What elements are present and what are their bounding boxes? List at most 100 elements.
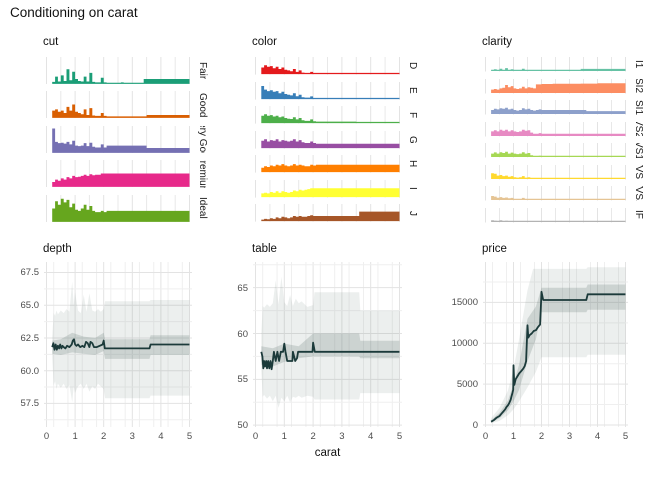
y-tick-label: 60 bbox=[237, 328, 248, 340]
x-tick-label: 0 bbox=[252, 431, 259, 442]
facet-strip-text: Good bbox=[197, 92, 208, 118]
facet-strip-label: Ideal bbox=[195, 195, 210, 222]
histogram-shape bbox=[491, 172, 626, 179]
x-tick-label: 2 bbox=[101, 431, 107, 442]
facet-strip-label: Premium bbox=[195, 160, 210, 187]
histogram-shape bbox=[52, 198, 190, 222]
histogram-shape bbox=[52, 173, 190, 188]
histogram-shape bbox=[261, 164, 400, 173]
x-tick-label: 3 bbox=[129, 431, 135, 442]
line-plot bbox=[44, 262, 192, 427]
confidence-band-outer bbox=[491, 267, 626, 424]
y-tick-label: 5000 bbox=[456, 379, 478, 391]
facet-strip-text: G bbox=[407, 135, 418, 144]
histogram-plot bbox=[485, 57, 626, 72]
facet-strip-text: J bbox=[407, 210, 418, 216]
facet-strip-label: VS2 bbox=[631, 122, 646, 137]
facet-strip-text: SI2 bbox=[633, 78, 644, 94]
histogram-shape bbox=[52, 69, 190, 84]
facet-strip-label: SI1 bbox=[631, 100, 646, 115]
y-tick-label: 62.5 bbox=[20, 332, 40, 344]
histogram-plot bbox=[485, 207, 626, 222]
facet-strip-label: IF bbox=[631, 208, 646, 223]
histogram-shape bbox=[261, 188, 400, 197]
histogram-plot bbox=[485, 78, 626, 93]
histogram-plot bbox=[255, 179, 400, 198]
confidence-band-outer bbox=[261, 276, 400, 408]
facet-strip-text: I bbox=[407, 187, 418, 191]
facet-strip-text: VS1 bbox=[633, 143, 644, 158]
histogram-plot bbox=[485, 100, 626, 115]
panel-title-cut: cut bbox=[43, 36, 59, 48]
x-tick-label: 1 bbox=[510, 431, 517, 442]
facet-strip-label: Fair bbox=[195, 57, 210, 84]
histogram-shape bbox=[491, 196, 626, 200]
facet-strip-text: SI1 bbox=[633, 100, 644, 115]
y-tick-label: 57.5 bbox=[20, 398, 40, 410]
x-tick-label: 1 bbox=[281, 431, 287, 442]
histogram-shape bbox=[491, 129, 626, 136]
histogram-plot bbox=[255, 106, 400, 124]
facet-strip-text: Very Good bbox=[197, 125, 208, 154]
facet-strip-label: D bbox=[405, 57, 420, 75]
y-tick-label: 15000 bbox=[451, 297, 478, 309]
histogram-shape bbox=[491, 219, 626, 222]
line-plot bbox=[483, 262, 628, 427]
y-tick-label: 10000 bbox=[451, 338, 478, 350]
histogram-plot bbox=[485, 164, 626, 179]
panel-title-price: price bbox=[482, 243, 507, 255]
histogram-shape bbox=[261, 85, 400, 99]
y-tick-label: 65.0 bbox=[20, 300, 40, 312]
x-tick-label: 2 bbox=[310, 431, 316, 442]
facet-strip-label: VS1 bbox=[631, 143, 646, 158]
histogram-plot bbox=[255, 204, 400, 222]
x-tick-label: 5 bbox=[622, 431, 629, 442]
x-tick-label: 5 bbox=[396, 431, 403, 442]
facet-strip-label: SI2 bbox=[631, 79, 646, 94]
confidence-band-outer bbox=[52, 281, 190, 403]
histogram-plot bbox=[255, 57, 400, 75]
confidence-band-inner bbox=[52, 332, 190, 359]
histogram-plot bbox=[255, 81, 400, 100]
confidence-band-inner bbox=[261, 333, 400, 367]
trend-line bbox=[490, 290, 626, 423]
x-tick-label: 0 bbox=[43, 431, 50, 442]
y-tick-label: 0 bbox=[472, 419, 478, 431]
facet-strip-text: Ideal bbox=[197, 197, 208, 220]
x-axis-title: carat bbox=[314, 447, 341, 459]
facet-strip-text: IF bbox=[633, 210, 644, 220]
facet-strip-label: G bbox=[405, 131, 420, 149]
x-tick-label: 4 bbox=[368, 431, 374, 442]
histogram-plot bbox=[485, 143, 626, 158]
x-tick-label: 5 bbox=[186, 431, 193, 442]
trend-line bbox=[260, 341, 400, 371]
histogram-shape bbox=[491, 82, 626, 93]
histogram-shape bbox=[52, 128, 190, 153]
facet-strip-text: H bbox=[407, 160, 418, 168]
facet-strip-text: F bbox=[407, 111, 418, 118]
x-tick-label: 3 bbox=[566, 431, 573, 442]
histogram-shape bbox=[261, 212, 400, 222]
facet-strip-label: F bbox=[405, 106, 420, 124]
facet-strip-label: I1 bbox=[631, 57, 646, 72]
x-tick-label: 4 bbox=[158, 431, 164, 442]
panel-title-table: table bbox=[252, 243, 277, 255]
histogram-shape bbox=[52, 104, 190, 119]
y-tick-label: 60.0 bbox=[20, 365, 40, 377]
histogram-plot bbox=[46, 160, 190, 188]
y-tick-label: 55 bbox=[237, 374, 248, 386]
histogram-plot bbox=[255, 130, 400, 149]
x-tick-label: 4 bbox=[594, 431, 601, 442]
chart-title: Conditioning on carat bbox=[10, 5, 138, 20]
trend-line bbox=[51, 338, 190, 351]
histogram-shape bbox=[261, 114, 400, 124]
facet-strip-text: VVS2 bbox=[633, 164, 644, 180]
x-tick-label: 1 bbox=[72, 431, 78, 442]
facet-strip-text: VVS1 bbox=[633, 186, 644, 201]
facet-strip-label: VVS2 bbox=[631, 165, 646, 180]
facet-strip-text: Premium bbox=[197, 160, 208, 188]
facet-strip-text: VS2 bbox=[633, 121, 644, 137]
x-tick-label: 3 bbox=[339, 431, 345, 442]
histogram-shape bbox=[491, 107, 626, 114]
y-tick-label: 65 bbox=[237, 282, 248, 294]
